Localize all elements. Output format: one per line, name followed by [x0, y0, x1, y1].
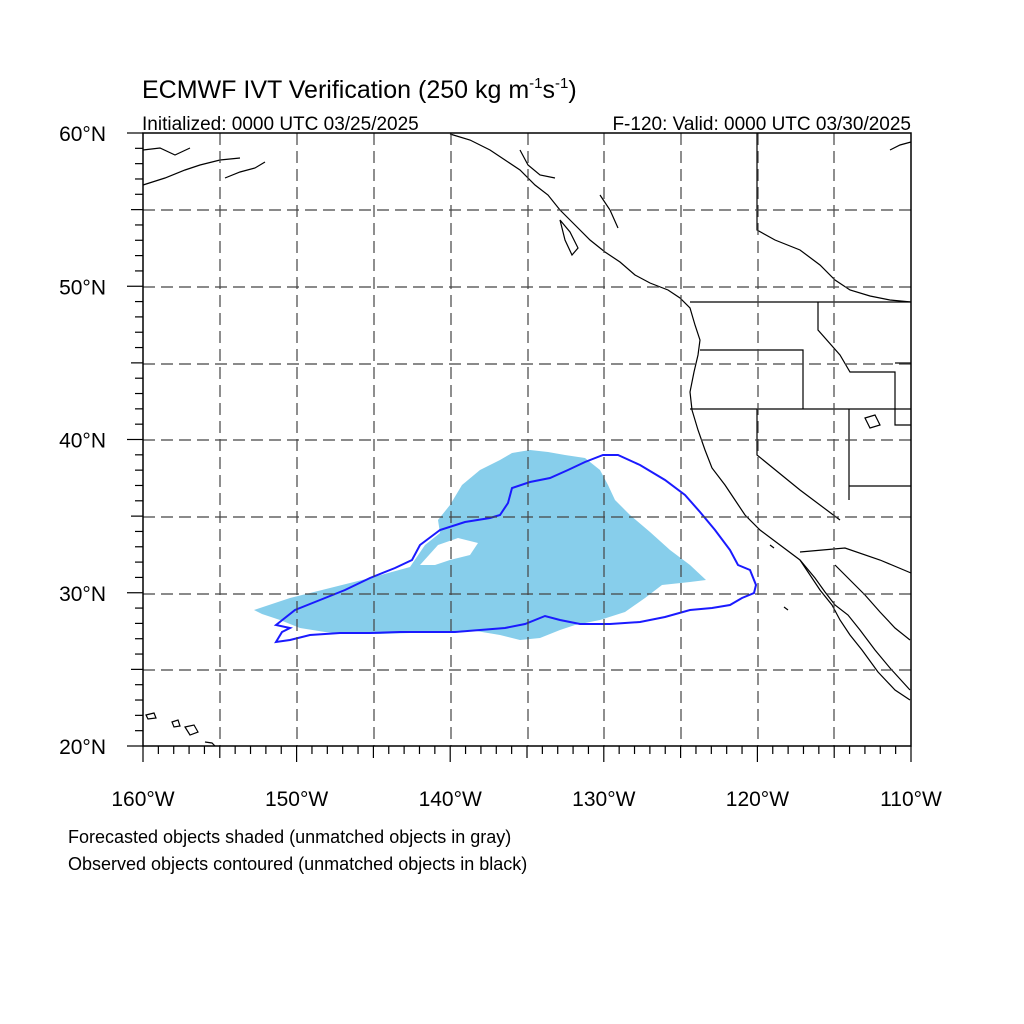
coastlines	[142, 133, 912, 747]
figure-title: ECMWF IVT Verification (250 kg m-1s-1)	[142, 75, 577, 104]
observed-note: Observed objects contoured (unmatched ob…	[68, 854, 528, 874]
valid-label: F-120: Valid: 0000 UTC 03/30/2025	[612, 114, 911, 135]
longitude-labels: 160°W 150°W 140°W 130°W 120°W 110°W	[111, 788, 942, 811]
lat-label: 60°N	[59, 123, 106, 146]
initialized-label: Initialized: 0000 UTC 03/25/2025	[142, 114, 419, 135]
lat-label: 50°N	[59, 276, 106, 299]
lon-label: 120°W	[726, 788, 789, 811]
forecast-note: Forecasted objects shaded (unmatched obj…	[68, 827, 512, 847]
lon-label: 130°W	[572, 788, 635, 811]
lat-label: 40°N	[59, 430, 106, 453]
axis-ticks	[127, 132, 912, 762]
plot-area	[142, 132, 912, 747]
lon-label: 150°W	[265, 788, 328, 811]
grid-lines	[143, 133, 911, 746]
lat-label: 30°N	[59, 583, 106, 606]
lon-label: 140°W	[419, 788, 482, 811]
lon-label: 110°W	[880, 788, 942, 811]
observed-ivt-object	[273, 454, 758, 644]
latitude-labels: 20°N 30°N 40°N 50°N 60°N	[59, 123, 106, 759]
lon-label: 160°W	[111, 788, 174, 811]
forecast-ivt-object	[254, 450, 706, 640]
lat-label: 20°N	[59, 736, 106, 759]
